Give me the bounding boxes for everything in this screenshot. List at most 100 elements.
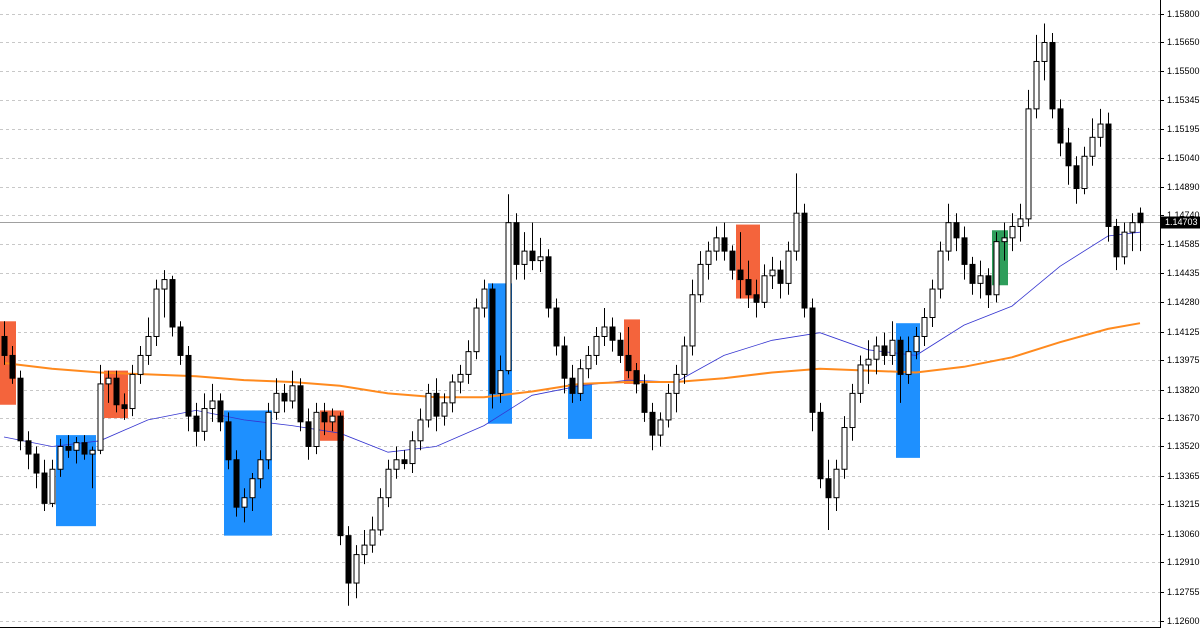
candle-body: [721, 237, 728, 252]
candle-body: [225, 421, 232, 461]
candle-body: [865, 358, 872, 366]
grid: [0, 14, 1160, 622]
y-tick-label: 1.13820: [1167, 385, 1200, 395]
candle-body: [945, 222, 952, 252]
candle-body: [161, 279, 168, 290]
candle-body: [897, 339, 904, 375]
candle-body: [673, 373, 680, 394]
candle-body: [889, 339, 896, 356]
candle-body: [585, 354, 592, 370]
candle-body: [41, 472, 48, 504]
candle-body: [73, 442, 80, 451]
candle-body: [289, 385, 296, 402]
candle-body: [441, 402, 448, 417]
candle-body: [905, 351, 912, 375]
candle-body: [873, 345, 880, 360]
candle-body: [457, 373, 464, 383]
candle-body: [233, 459, 240, 508]
candle-body: [1033, 60, 1040, 110]
candle-body: [745, 279, 752, 296]
candle-body: [713, 237, 720, 252]
candle-body: [329, 415, 336, 423]
candle-body: [217, 400, 224, 423]
candle-body: [265, 411, 272, 461]
candle-body: [145, 335, 152, 356]
candle-body: [681, 345, 688, 375]
candle-body: [577, 368, 584, 394]
candle-body: [1089, 136, 1096, 157]
candle-body: [553, 307, 560, 347]
candle-body: [841, 427, 848, 470]
candle-body: [849, 392, 856, 429]
candle-body: [105, 377, 112, 385]
candle-body: [129, 373, 136, 410]
candle-body: [137, 354, 144, 375]
y-tick-label: 1.12600: [1167, 616, 1200, 626]
candle-body: [97, 383, 104, 451]
candle-body: [881, 345, 888, 356]
candle-body: [17, 377, 24, 442]
candle-body: [89, 449, 96, 455]
candle-body: [409, 440, 416, 465]
candle-body: [513, 222, 520, 265]
candle-body: [273, 392, 280, 413]
candle-body: [769, 269, 776, 277]
candle-body: [649, 411, 656, 436]
candle-body: [753, 294, 760, 303]
candle-body: [1097, 123, 1104, 138]
candle-body: [1129, 222, 1136, 233]
candle-body: [297, 385, 304, 423]
candle-body: [321, 411, 328, 423]
candle-body: [609, 326, 616, 341]
candle-body: [489, 288, 496, 394]
candle-body: [337, 415, 344, 537]
candle-body: [833, 468, 840, 499]
candle-body: [449, 381, 456, 404]
y-tick-label: 1.14740: [1167, 210, 1200, 220]
y-tick-label: 1.13520: [1167, 441, 1200, 451]
candle-body: [1065, 142, 1072, 167]
candle-body: [313, 411, 320, 447]
candle-body: [497, 370, 504, 394]
candle-body: [193, 415, 200, 432]
candle-body: [169, 279, 176, 328]
y-tick-label: 1.13975: [1167, 355, 1200, 365]
candle-body: [785, 250, 792, 284]
price-axis: 1.15800 1.15650 1.15500 1.15345 1.15195 1.150…: [1160, 9, 1200, 626]
candle-body: [369, 529, 376, 546]
candle-body: [209, 400, 216, 410]
zone: [224, 410, 272, 536]
candle-body: [777, 269, 784, 284]
candle-body: [153, 288, 160, 337]
candle-body: [1073, 165, 1080, 190]
y-tick-label: 1.13670: [1167, 413, 1200, 423]
candle-body: [361, 544, 368, 556]
candle-body: [921, 317, 928, 337]
y-tick-label: 1.14280: [1167, 297, 1200, 307]
candle-body: [177, 326, 184, 356]
candle-body: [1049, 41, 1056, 110]
candle-body: [705, 250, 712, 265]
candle-body: [201, 408, 208, 432]
y-tick-label: 1.15800: [1167, 9, 1200, 19]
candle-body: [937, 250, 944, 290]
candle-body: [985, 275, 992, 296]
y-tick-label: 1.15500: [1167, 66, 1200, 76]
candle-body: [305, 421, 312, 447]
y-tick-label: 1.15650: [1167, 37, 1200, 47]
candle-body: [185, 354, 192, 417]
y-tick-label: 1.14585: [1167, 239, 1200, 249]
candle-body: [633, 370, 640, 385]
candle-body: [593, 335, 600, 356]
candle-body: [993, 241, 1000, 296]
y-tick-label: 1.12755: [1167, 587, 1200, 597]
candle-body: [545, 256, 552, 309]
y-tick-label: 1.15345: [1167, 95, 1200, 105]
candle-body: [569, 377, 576, 394]
y-tick-label: 1.14890: [1167, 182, 1200, 192]
candle-body: [977, 275, 984, 284]
candle-body: [401, 459, 408, 465]
candle-body: [385, 468, 392, 499]
candle-body: [393, 459, 400, 470]
